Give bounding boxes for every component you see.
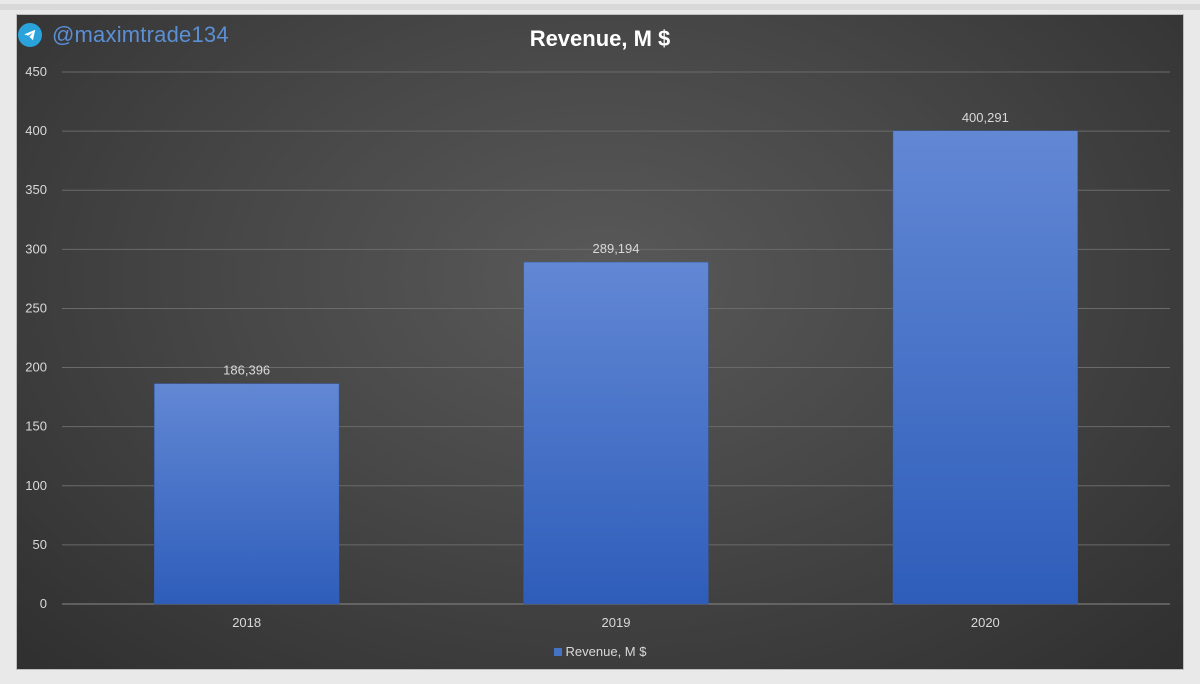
bar [154, 383, 340, 605]
legend-swatch [553, 647, 562, 656]
y-tick-label: 200 [25, 360, 47, 375]
y-tick-label: 150 [25, 419, 47, 434]
y-tick-label: 350 [25, 182, 47, 197]
chart-title: Revenue, M $ [529, 26, 671, 51]
x-tick-label: 2019 [602, 615, 631, 630]
y-tick-label: 400 [25, 123, 47, 138]
y-tick-label: 100 [25, 478, 47, 493]
legend-label: Revenue, M $ [565, 644, 647, 659]
y-tick-label: 250 [25, 300, 47, 315]
y-tick-label: 50 [33, 537, 47, 552]
y-tick-label: 0 [40, 596, 47, 611]
data-label: 289,194 [593, 241, 640, 256]
data-label: 186,396 [223, 363, 270, 378]
x-tick-label: 2018 [232, 615, 261, 630]
bar [892, 130, 1078, 605]
y-tick-label: 450 [25, 64, 47, 79]
chart-top-border [0, 4, 1200, 10]
telegram-icon [18, 23, 42, 47]
watermark: @maximtrade134 [18, 22, 229, 48]
y-tick-label: 300 [25, 241, 47, 256]
watermark-handle: @maximtrade134 [52, 22, 229, 47]
bar [523, 261, 709, 605]
data-label: 400,291 [962, 110, 1009, 125]
legend: Revenue, M $ [0, 644, 1200, 659]
x-tick-label: 2020 [971, 615, 1000, 630]
